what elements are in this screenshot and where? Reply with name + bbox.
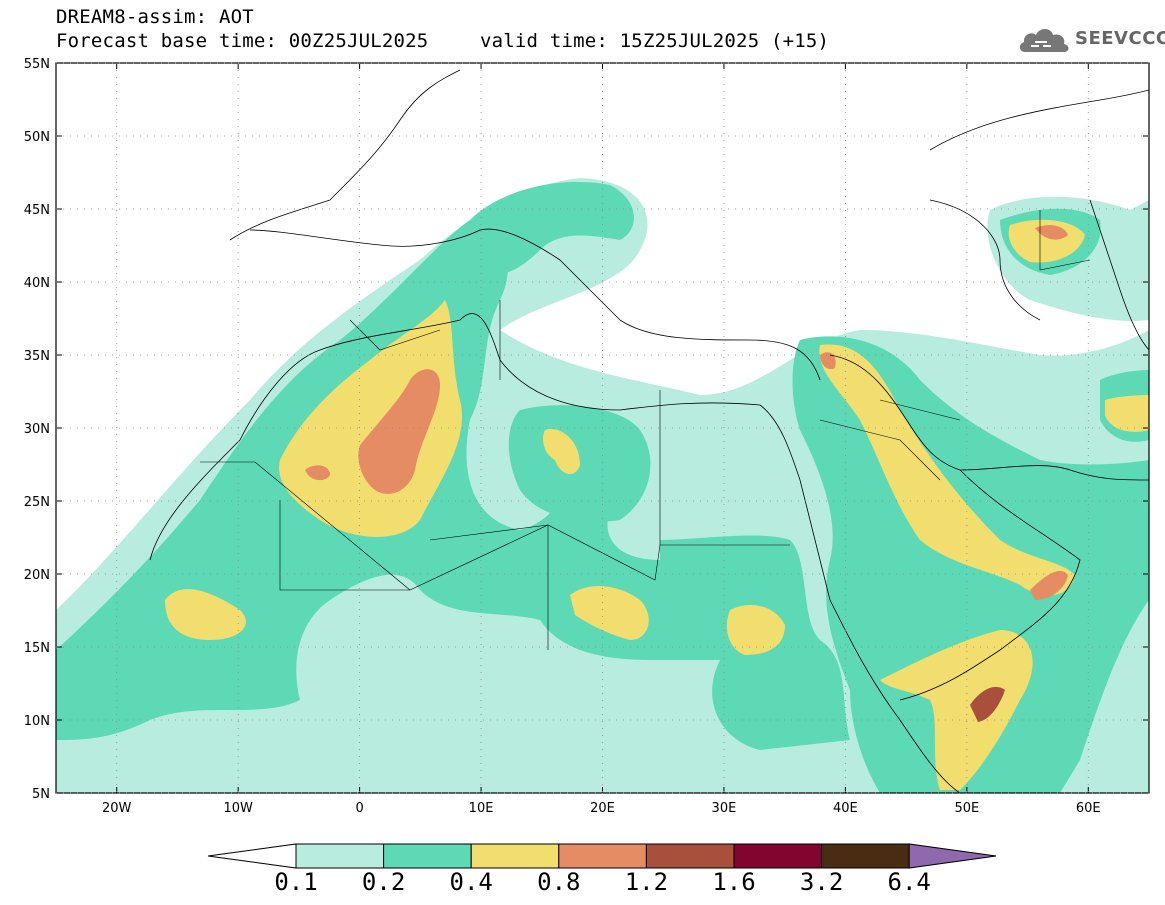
axis-ticks: 55N 50N 45N 40N 35N 30N 25N 20N 15N 10N 5N 20W 10W 0 1…: [24, 57, 1149, 816]
coastlines: [149, 69, 1149, 793]
lat-label: 30N: [24, 422, 50, 437]
colorbar-level-label: 1.6: [712, 868, 756, 896]
lat-label: 25N: [24, 495, 50, 510]
lon-label: 60E: [1076, 801, 1101, 816]
forecast-time-line: Forecast base time: 00Z25JUL2025 valid ti…: [56, 30, 829, 52]
lon-label: 30E: [712, 801, 737, 816]
lon-label: 50E: [954, 801, 979, 816]
colorbar-level-label: 3.2: [799, 868, 844, 896]
lat-label: 45N: [24, 203, 50, 218]
lon-label: 20W: [102, 801, 132, 816]
lat-label: 20N: [24, 568, 50, 583]
logo-text: SEEVCCC: [1075, 28, 1165, 49]
lon-label: 20E: [590, 801, 615, 816]
lat-label: 50N: [24, 130, 50, 145]
map-title: DREAM8-assim: AOT: [56, 6, 254, 28]
valid-time: valid time: 15Z25JUL2025 (+15): [480, 30, 830, 52]
colorbar-swatch: [645, 843, 735, 869]
lat-label: 10N: [24, 714, 50, 729]
lat-label: 55N: [24, 57, 50, 72]
lon-label: 10W: [223, 801, 253, 816]
colorbar-level-label: 1.2: [624, 868, 669, 896]
colorbar-level-label: 0.2: [361, 868, 406, 896]
seevccc-logo: SEEVCCC: [1017, 22, 1165, 58]
colorbar-swatch: [558, 843, 647, 869]
lat-label: 40N: [24, 276, 50, 291]
colorbar-level-label: 0.1: [274, 868, 318, 896]
cloud-icon: [1019, 29, 1069, 52]
colorbar-above-arrow: [908, 843, 997, 869]
lat-label: 35N: [24, 349, 50, 364]
lat-label: 15N: [24, 641, 50, 656]
base-time: Forecast base time: 00Z25JUL2025: [56, 30, 429, 52]
colorbar-swatch: [470, 843, 560, 869]
gridlines: [56, 62, 1149, 794]
aot-contour-0-8: [305, 225, 1068, 600]
aot-contour-1-2: [970, 686, 1005, 722]
lon-label: 40E: [833, 801, 858, 816]
colorbar: [207, 843, 997, 869]
colorbar-level-label: 6.4: [887, 868, 931, 896]
colorbar-level-label: 0.4: [449, 868, 493, 896]
lon-label: 10E: [469, 801, 494, 816]
colorbar-below-arrow: [207, 843, 297, 869]
colorbar-swatch: [733, 843, 823, 869]
lat-label: 5N: [32, 787, 50, 802]
colorbar-swatch: [295, 843, 385, 869]
colorbar-level-label: 0.8: [537, 868, 581, 896]
colorbar-swatch: [821, 843, 910, 869]
lon-label: 0: [355, 801, 363, 816]
country-borders: [200, 210, 1091, 650]
colorbar-swatch: [383, 843, 472, 869]
